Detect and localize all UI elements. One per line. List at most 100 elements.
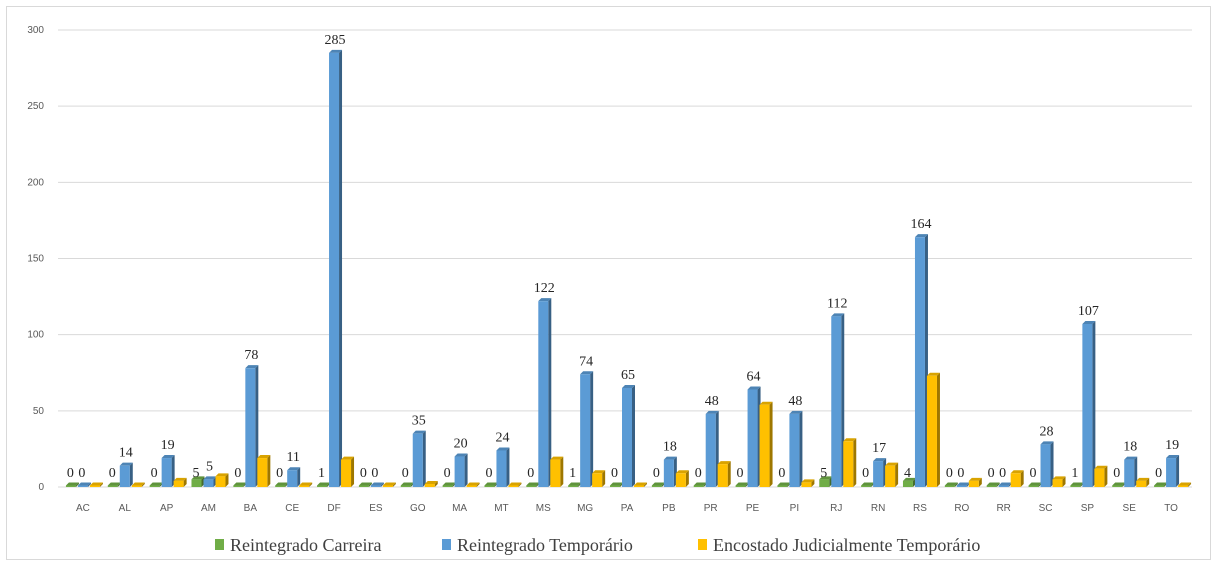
data-label: 112 xyxy=(827,296,847,311)
data-label: 0 xyxy=(695,466,702,481)
x-tick-label: PI xyxy=(790,503,799,514)
bar-side xyxy=(255,365,259,487)
bar-side xyxy=(183,477,187,487)
data-label: 1 xyxy=(318,466,325,481)
bar xyxy=(622,387,632,487)
data-label: 18 xyxy=(663,440,677,455)
bar-side xyxy=(602,470,606,487)
data-label: 17 xyxy=(872,441,886,456)
bar xyxy=(580,374,591,487)
x-tick-label: AP xyxy=(160,503,174,514)
bar xyxy=(759,404,770,487)
bar xyxy=(442,485,453,487)
bar-top xyxy=(986,482,1000,486)
legend-entry: Encostado Judicialmente Temporário xyxy=(713,535,980,555)
bar-side xyxy=(954,482,958,487)
bar-top xyxy=(998,482,1012,486)
data-label: 0 xyxy=(485,466,492,481)
bar-top xyxy=(580,371,594,375)
bar-top xyxy=(831,313,845,317)
bar-side xyxy=(171,455,175,487)
bar-top xyxy=(233,482,247,486)
data-label: 78 xyxy=(244,348,258,363)
bar xyxy=(233,485,244,487)
bar xyxy=(1040,444,1051,487)
data-label: 5 xyxy=(192,466,199,481)
bar-top xyxy=(119,462,133,466)
bar-side xyxy=(141,482,145,487)
bar-top xyxy=(131,482,145,486)
bar xyxy=(610,485,620,487)
bar-top xyxy=(149,482,163,486)
bar-top xyxy=(358,482,372,486)
bar-top xyxy=(843,438,857,442)
data-label: 0 xyxy=(653,466,660,481)
bar xyxy=(508,485,519,487)
data-label: 164 xyxy=(910,217,931,232)
bar xyxy=(424,483,435,487)
bar xyxy=(341,459,352,487)
bar-side xyxy=(590,371,594,487)
bar xyxy=(777,485,788,487)
bar xyxy=(675,473,686,487)
bar xyxy=(944,485,955,487)
data-label: 0 xyxy=(360,466,367,481)
bar-side xyxy=(309,482,313,487)
bar-side xyxy=(476,482,480,487)
bar-top xyxy=(956,482,970,486)
bar xyxy=(693,485,704,487)
bar-top xyxy=(968,477,982,481)
data-label: 0 xyxy=(109,466,116,481)
bar-top xyxy=(693,482,707,486)
bar-top xyxy=(735,482,749,486)
bar-top xyxy=(508,482,522,486)
bar xyxy=(663,459,674,487)
data-label: 0 xyxy=(151,466,158,481)
bar-side xyxy=(799,410,803,487)
bar xyxy=(370,485,381,487)
bar-side xyxy=(895,462,899,487)
y-tick-label: 300 xyxy=(27,25,44,36)
bar-side xyxy=(1092,321,1096,487)
bar-top xyxy=(873,458,887,462)
bar xyxy=(317,485,328,487)
bar-side xyxy=(644,482,647,487)
data-label: 24 xyxy=(495,430,509,445)
bar xyxy=(801,482,812,487)
x-tick-label: SE xyxy=(1123,503,1137,514)
bar-top xyxy=(885,462,899,466)
bar-top xyxy=(400,482,414,486)
bar-side xyxy=(99,482,103,487)
bar xyxy=(1136,480,1147,487)
bar-top xyxy=(819,476,833,480)
bar-top xyxy=(370,482,384,486)
bar-side xyxy=(853,438,857,487)
x-tick-label: RN xyxy=(871,503,885,514)
bar-top xyxy=(592,470,606,474)
bar-top xyxy=(382,482,396,486)
bar xyxy=(161,458,172,487)
bar xyxy=(89,485,100,487)
bar-top xyxy=(215,473,229,477)
bar-top xyxy=(944,482,958,486)
bar-top xyxy=(1136,477,1150,481)
bar xyxy=(275,485,286,487)
bar xyxy=(400,485,411,487)
data-label: 48 xyxy=(788,394,802,409)
bar xyxy=(651,485,662,487)
x-tick-label: TO xyxy=(1164,503,1178,514)
bar-top xyxy=(1166,455,1180,459)
data-label: 1 xyxy=(569,466,576,481)
bar xyxy=(358,485,369,487)
bar-top xyxy=(717,461,731,465)
bar xyxy=(245,368,256,487)
bar-side xyxy=(464,453,468,487)
bar xyxy=(538,301,549,487)
bar-top xyxy=(329,49,343,53)
x-tick-label: MT xyxy=(494,503,508,514)
bar xyxy=(956,485,967,487)
legend-entry: Reintegrado Temporário xyxy=(457,535,633,555)
bar-top xyxy=(550,456,564,460)
bar-top xyxy=(107,482,121,486)
